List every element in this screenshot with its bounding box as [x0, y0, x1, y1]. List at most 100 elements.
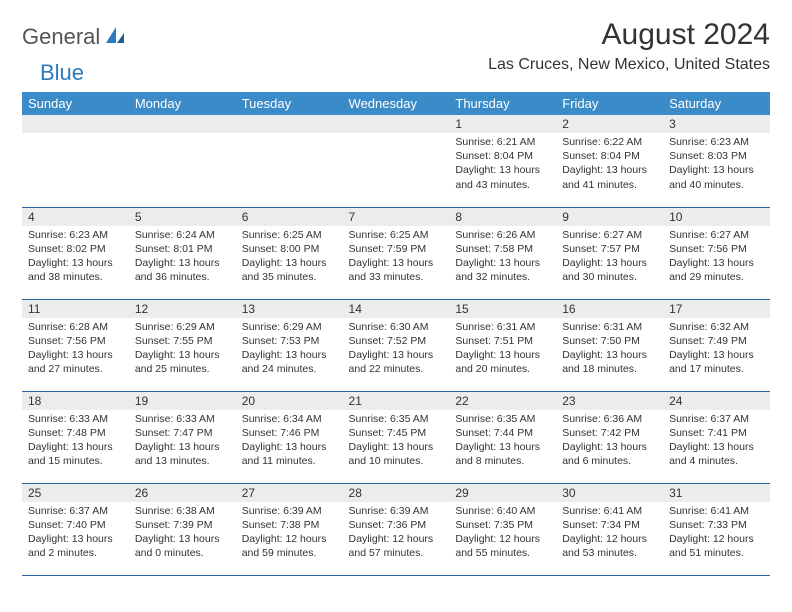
sunset-text: Sunset: 7:45 PM [349, 426, 444, 440]
day-number: 4 [22, 208, 129, 226]
day1-text: Daylight: 13 hours [562, 348, 657, 362]
day-number: 18 [22, 392, 129, 410]
sunrise-text: Sunrise: 6:40 AM [455, 504, 550, 518]
sunrise-text: Sunrise: 6:21 AM [455, 135, 550, 149]
weekday-header: Thursday [449, 92, 556, 115]
day2-text: and 15 minutes. [28, 454, 123, 468]
sunset-text: Sunset: 8:04 PM [455, 149, 550, 163]
day1-text: Daylight: 13 hours [242, 440, 337, 454]
day1-text: Daylight: 12 hours [669, 532, 764, 546]
sunset-text: Sunset: 7:34 PM [562, 518, 657, 532]
calendar-cell [343, 115, 450, 207]
sunrise-text: Sunrise: 6:22 AM [562, 135, 657, 149]
day-number: 2 [556, 115, 663, 133]
day1-text: Daylight: 13 hours [562, 163, 657, 177]
day2-text: and 41 minutes. [562, 178, 657, 192]
day2-text: and 10 minutes. [349, 454, 444, 468]
day2-text: and 59 minutes. [242, 546, 337, 560]
day1-text: Daylight: 13 hours [28, 348, 123, 362]
cell-body: Sunrise: 6:27 AMSunset: 7:57 PMDaylight:… [556, 226, 663, 289]
day-number: 14 [343, 300, 450, 318]
day1-text: Daylight: 13 hours [135, 440, 230, 454]
cell-body: Sunrise: 6:31 AMSunset: 7:51 PMDaylight:… [449, 318, 556, 381]
calendar-table: Sunday Monday Tuesday Wednesday Thursday… [22, 92, 770, 576]
cell-body: Sunrise: 6:30 AMSunset: 7:52 PMDaylight:… [343, 318, 450, 381]
calendar-cell: 12Sunrise: 6:29 AMSunset: 7:55 PMDayligh… [129, 299, 236, 391]
sunset-text: Sunset: 7:33 PM [669, 518, 764, 532]
day-number: 30 [556, 484, 663, 502]
sunrise-text: Sunrise: 6:23 AM [28, 228, 123, 242]
sunset-text: Sunset: 7:56 PM [28, 334, 123, 348]
day1-text: Daylight: 13 hours [455, 256, 550, 270]
calendar-cell: 14Sunrise: 6:30 AMSunset: 7:52 PMDayligh… [343, 299, 450, 391]
weekday-header: Saturday [663, 92, 770, 115]
day2-text: and 11 minutes. [242, 454, 337, 468]
logo: General [22, 24, 128, 50]
sunrise-text: Sunrise: 6:38 AM [135, 504, 230, 518]
calendar-cell: 21Sunrise: 6:35 AMSunset: 7:45 PMDayligh… [343, 391, 450, 483]
sunrise-text: Sunrise: 6:29 AM [135, 320, 230, 334]
calendar-week-row: 1Sunrise: 6:21 AMSunset: 8:04 PMDaylight… [22, 115, 770, 207]
cell-body: Sunrise: 6:36 AMSunset: 7:42 PMDaylight:… [556, 410, 663, 473]
day2-text: and 36 minutes. [135, 270, 230, 284]
day1-text: Daylight: 13 hours [135, 348, 230, 362]
day-number [236, 115, 343, 133]
sunset-text: Sunset: 7:56 PM [669, 242, 764, 256]
day1-text: Daylight: 13 hours [135, 532, 230, 546]
sunrise-text: Sunrise: 6:37 AM [669, 412, 764, 426]
sunrise-text: Sunrise: 6:25 AM [242, 228, 337, 242]
day1-text: Daylight: 13 hours [349, 348, 444, 362]
calendar-cell: 25Sunrise: 6:37 AMSunset: 7:40 PMDayligh… [22, 483, 129, 575]
sunset-text: Sunset: 7:48 PM [28, 426, 123, 440]
calendar-cell: 22Sunrise: 6:35 AMSunset: 7:44 PMDayligh… [449, 391, 556, 483]
day1-text: Daylight: 13 hours [669, 348, 764, 362]
sunset-text: Sunset: 7:53 PM [242, 334, 337, 348]
day2-text: and 32 minutes. [455, 270, 550, 284]
sunrise-text: Sunrise: 6:33 AM [135, 412, 230, 426]
day1-text: Daylight: 13 hours [455, 348, 550, 362]
calendar-cell: 29Sunrise: 6:40 AMSunset: 7:35 PMDayligh… [449, 483, 556, 575]
month-title: August 2024 [488, 18, 770, 52]
day2-text: and 38 minutes. [28, 270, 123, 284]
day1-text: Daylight: 13 hours [28, 532, 123, 546]
sunrise-text: Sunrise: 6:25 AM [349, 228, 444, 242]
sunrise-text: Sunrise: 6:29 AM [242, 320, 337, 334]
day-number: 31 [663, 484, 770, 502]
day2-text: and 55 minutes. [455, 546, 550, 560]
day-number: 27 [236, 484, 343, 502]
cell-body: Sunrise: 6:33 AMSunset: 7:48 PMDaylight:… [22, 410, 129, 473]
day-number: 10 [663, 208, 770, 226]
day-number: 3 [663, 115, 770, 133]
sunset-text: Sunset: 7:57 PM [562, 242, 657, 256]
day-number: 7 [343, 208, 450, 226]
cell-body: Sunrise: 6:38 AMSunset: 7:39 PMDaylight:… [129, 502, 236, 565]
calendar-cell [129, 115, 236, 207]
sunset-text: Sunset: 7:41 PM [669, 426, 764, 440]
day1-text: Daylight: 13 hours [669, 440, 764, 454]
sunset-text: Sunset: 8:03 PM [669, 149, 764, 163]
cell-body: Sunrise: 6:35 AMSunset: 7:45 PMDaylight:… [343, 410, 450, 473]
day1-text: Daylight: 13 hours [669, 256, 764, 270]
day-number: 8 [449, 208, 556, 226]
calendar-cell: 11Sunrise: 6:28 AMSunset: 7:56 PMDayligh… [22, 299, 129, 391]
cell-body: Sunrise: 6:22 AMSunset: 8:04 PMDaylight:… [556, 133, 663, 196]
sunset-text: Sunset: 7:44 PM [455, 426, 550, 440]
day2-text: and 43 minutes. [455, 178, 550, 192]
day-number: 21 [343, 392, 450, 410]
day-number: 24 [663, 392, 770, 410]
day1-text: Daylight: 13 hours [349, 440, 444, 454]
cell-body: Sunrise: 6:23 AMSunset: 8:03 PMDaylight:… [663, 133, 770, 196]
day1-text: Daylight: 12 hours [562, 532, 657, 546]
sunrise-text: Sunrise: 6:36 AM [562, 412, 657, 426]
weekday-header: Tuesday [236, 92, 343, 115]
day2-text: and 30 minutes. [562, 270, 657, 284]
cell-body: Sunrise: 6:26 AMSunset: 7:58 PMDaylight:… [449, 226, 556, 289]
calendar-cell: 8Sunrise: 6:26 AMSunset: 7:58 PMDaylight… [449, 207, 556, 299]
calendar-page: General August 2024 Las Cruces, New Mexi… [0, 0, 792, 594]
day-number: 29 [449, 484, 556, 502]
day-number: 11 [22, 300, 129, 318]
day-number: 16 [556, 300, 663, 318]
sunset-text: Sunset: 8:01 PM [135, 242, 230, 256]
weekday-header: Monday [129, 92, 236, 115]
calendar-cell: 17Sunrise: 6:32 AMSunset: 7:49 PMDayligh… [663, 299, 770, 391]
